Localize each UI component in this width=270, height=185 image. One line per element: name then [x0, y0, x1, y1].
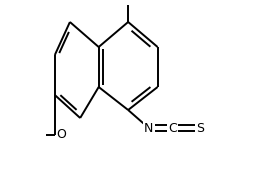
Text: C: C — [168, 122, 177, 134]
Text: N: N — [144, 122, 153, 134]
Text: S: S — [196, 122, 204, 134]
Text: O: O — [56, 129, 66, 142]
